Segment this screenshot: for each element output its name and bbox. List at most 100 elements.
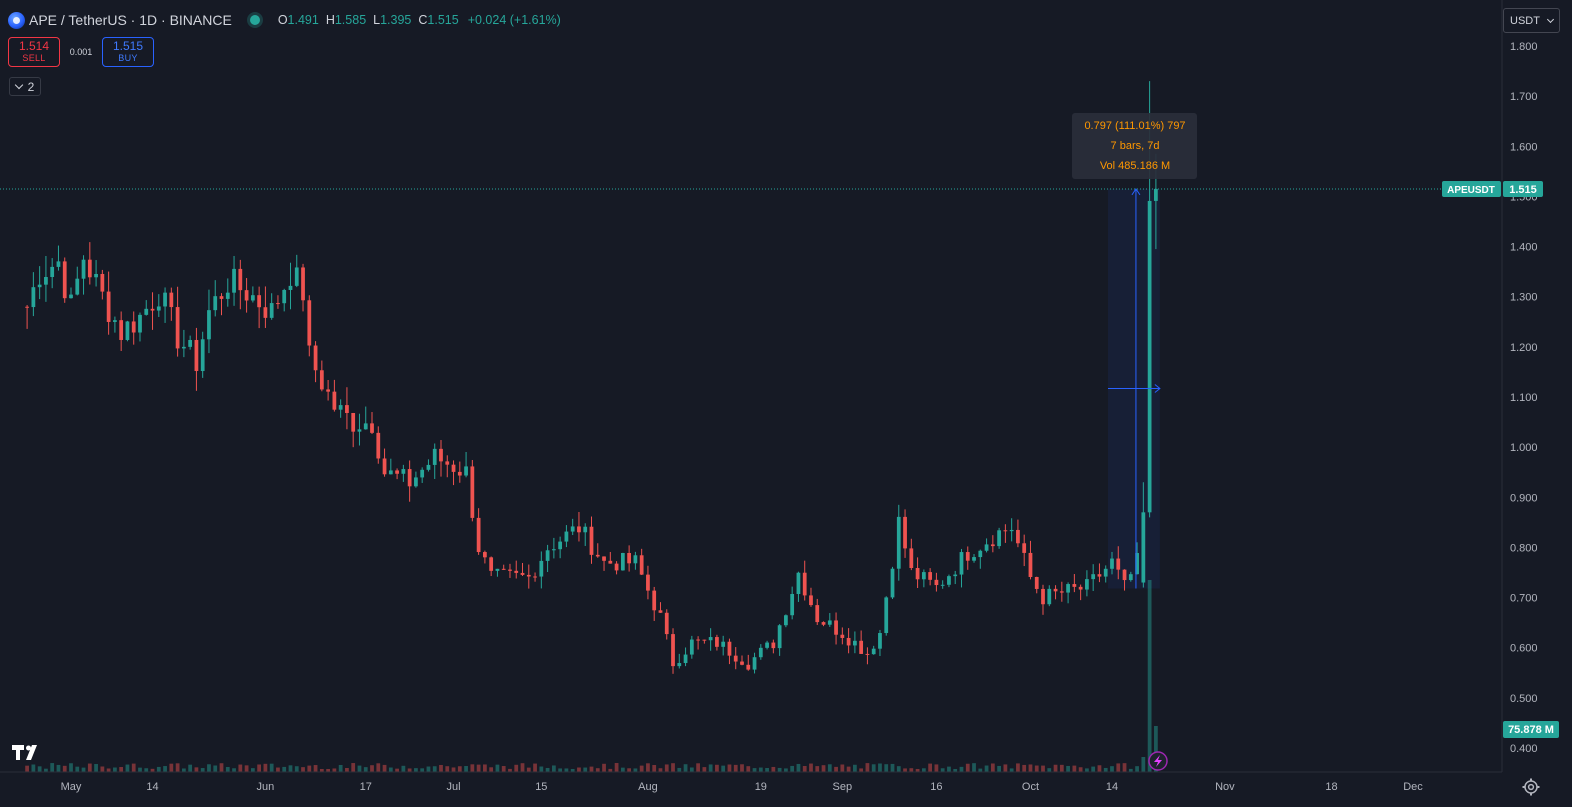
high-value: 1.585 xyxy=(334,13,367,27)
price-tick-label: 0.800 xyxy=(1510,542,1538,554)
candle-body xyxy=(376,432,381,459)
symbol-legend[interactable]: APE / TetherUS · 1D · BINANCE O1.491 H1.… xyxy=(8,10,561,30)
candle-body xyxy=(94,273,98,278)
high-label: H xyxy=(325,13,335,27)
candle-body xyxy=(953,574,958,577)
candle-body xyxy=(1072,584,1077,587)
candles xyxy=(25,81,1158,674)
ohlc-values: O1.491 H1.585 L1.395 C1.515 +0.024 (+1.6… xyxy=(278,13,561,27)
candle-body xyxy=(37,284,42,288)
volume-bar xyxy=(414,768,418,772)
lightning-icon[interactable] xyxy=(1148,751,1168,771)
candle-body xyxy=(683,654,688,664)
volume-label: 75.878 M xyxy=(1503,721,1559,738)
volume-bar xyxy=(401,765,406,772)
volume-bar xyxy=(1066,765,1070,772)
time-scale[interactable] xyxy=(0,773,1502,807)
candle-body xyxy=(156,306,161,311)
indicators-toggle-button[interactable]: 2 xyxy=(9,77,41,96)
candle-body xyxy=(595,554,600,557)
candle-body xyxy=(1066,584,1070,593)
volume-bar xyxy=(207,764,211,772)
currency-select[interactable]: USDT xyxy=(1503,8,1560,33)
candle-body xyxy=(31,287,36,308)
volume-bar xyxy=(282,766,287,772)
volume-bar xyxy=(984,765,989,772)
volume-bar xyxy=(357,765,362,772)
candle-body xyxy=(533,576,537,578)
measure-tooltip: 0.797 (111.01%) 797 7 bars, 7d Vol 485.1… xyxy=(1072,113,1197,179)
volume-bar xyxy=(752,768,757,772)
time-tick-label: 17 xyxy=(360,781,372,793)
volume-bar xyxy=(652,765,657,772)
candle-body xyxy=(1053,588,1058,592)
price-scale[interactable] xyxy=(1502,0,1572,772)
volume-bar xyxy=(257,764,262,772)
candle-body xyxy=(457,471,462,476)
candle-body xyxy=(1116,558,1121,570)
volume-bar xyxy=(589,766,594,772)
candle-body xyxy=(928,572,933,580)
candle-body xyxy=(589,526,594,555)
candle-body xyxy=(790,594,795,616)
candle-body xyxy=(708,637,713,641)
buy-button[interactable]: 1.515 BUY xyxy=(102,37,154,67)
candle-body xyxy=(539,560,544,577)
symbol-title[interactable]: APE / TetherUS · 1D · BINANCE xyxy=(29,12,232,28)
volume-bar xyxy=(953,768,958,772)
volume-bar xyxy=(1147,580,1152,772)
volume-bar xyxy=(131,763,136,772)
settings-icon[interactable] xyxy=(1521,777,1541,797)
spread-value: 0.001 xyxy=(69,47,93,57)
candle-body xyxy=(489,557,494,571)
candle-body xyxy=(859,640,864,654)
time-tick-label: 19 xyxy=(755,781,767,793)
candle-body xyxy=(439,448,443,462)
volume-bar xyxy=(238,764,243,772)
volume-bar xyxy=(1028,764,1033,772)
volume-bars xyxy=(25,580,1158,772)
candle-body xyxy=(69,294,73,299)
candle-body xyxy=(646,574,650,591)
volume-bar xyxy=(520,763,525,772)
candle-body xyxy=(689,639,694,655)
volume-bar xyxy=(138,767,142,772)
measure-tool[interactable] xyxy=(1107,188,1161,589)
sell-button[interactable]: 1.514 SELL xyxy=(8,37,60,67)
volume-bar xyxy=(796,763,801,772)
candle-body xyxy=(188,339,193,347)
volume-bar xyxy=(213,765,218,772)
tradingview-logo-icon[interactable] xyxy=(10,742,44,762)
candle-body xyxy=(752,657,757,670)
volume-bar xyxy=(721,765,726,772)
candle-body xyxy=(727,641,732,656)
volume-bar xyxy=(250,768,255,772)
candle-body xyxy=(558,541,563,550)
volume-bar xyxy=(790,765,795,772)
market-status-icon[interactable] xyxy=(249,15,260,25)
volume-bar xyxy=(978,768,983,772)
volume-bar xyxy=(1097,765,1102,772)
symbol-price-tag xyxy=(1442,181,1501,197)
volume-bar xyxy=(319,768,324,772)
volume-bar xyxy=(200,768,205,772)
volume-bar xyxy=(526,767,531,772)
volume-bar xyxy=(947,766,951,772)
sell-price: 1.514 xyxy=(18,39,50,53)
candle-body xyxy=(326,389,330,392)
candle-body xyxy=(106,291,111,322)
candle-body xyxy=(207,310,211,340)
volume-bar xyxy=(432,766,437,772)
candle-body xyxy=(244,290,249,301)
volume-bar xyxy=(451,767,456,772)
candle-body xyxy=(175,307,180,349)
candle-body xyxy=(470,466,475,518)
time-tick-label: 14 xyxy=(1106,781,1118,793)
volume-bar xyxy=(263,763,268,772)
candle-body xyxy=(501,568,506,570)
candle-body xyxy=(432,448,437,465)
candle-body xyxy=(87,259,92,278)
volume-bar xyxy=(577,767,581,772)
volume-bar xyxy=(1141,757,1146,772)
